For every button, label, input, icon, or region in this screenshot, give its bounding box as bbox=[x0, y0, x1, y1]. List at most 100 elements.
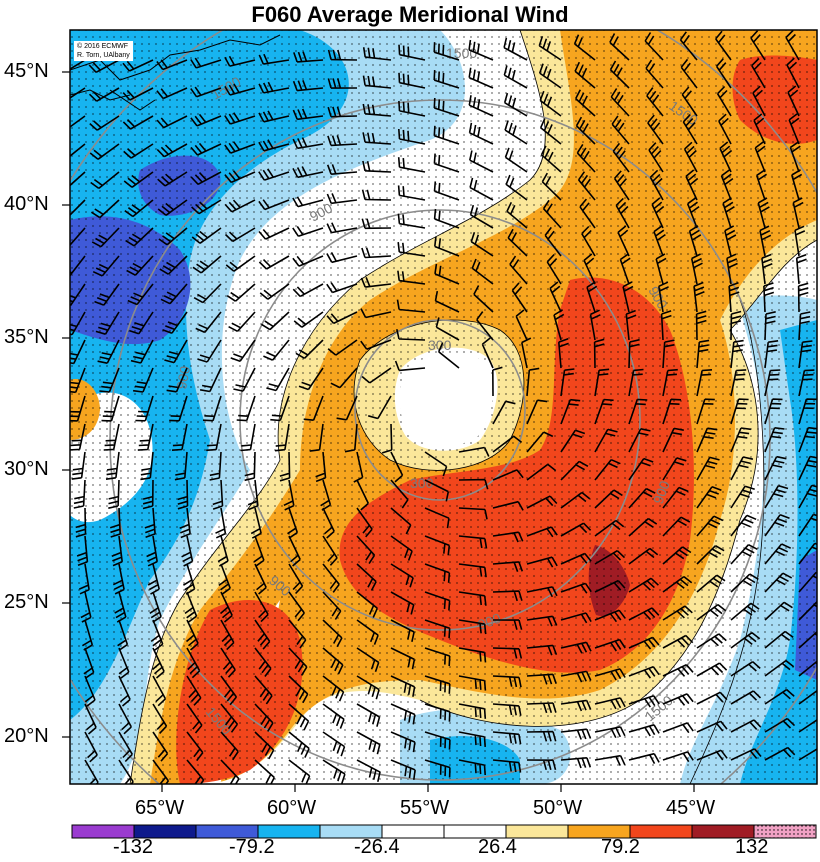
wind-barb bbox=[560, 460, 589, 481]
wind-barb bbox=[70, 115, 86, 128]
wind-barb bbox=[613, 170, 630, 201]
wind-barb bbox=[560, 398, 581, 425]
white-unstippled-eye bbox=[399, 352, 494, 447]
wind-barb bbox=[190, 113, 222, 127]
wind-barb bbox=[390, 591, 415, 615]
wind-barb bbox=[259, 283, 290, 300]
wind-barb bbox=[458, 563, 487, 578]
wind-barb bbox=[433, 97, 460, 117]
wind-barb bbox=[757, 197, 770, 229]
wind-barb bbox=[295, 339, 324, 359]
wind-barb bbox=[469, 204, 494, 229]
wind-barb bbox=[730, 543, 758, 565]
wind-barb bbox=[109, 507, 121, 538]
wind-barb bbox=[761, 253, 773, 285]
wind-barb bbox=[99, 367, 120, 393]
wind-barb bbox=[696, 486, 722, 509]
wind-barb bbox=[322, 535, 338, 566]
wind-barb bbox=[628, 724, 660, 737]
wind-barb bbox=[724, 225, 737, 257]
wind-barb bbox=[326, 193, 358, 205]
wind-barb bbox=[390, 675, 416, 697]
wind-barb bbox=[759, 225, 772, 257]
wind-barb bbox=[730, 369, 747, 397]
wind-barb bbox=[157, 171, 188, 187]
contour-label: 900 bbox=[650, 478, 673, 506]
wind-barb bbox=[195, 311, 222, 334]
wind-barb bbox=[476, 311, 494, 341]
wind-barb bbox=[258, 110, 290, 123]
wind-barb bbox=[292, 80, 324, 92]
wind-barb bbox=[647, 114, 664, 145]
wind-barb bbox=[492, 731, 522, 745]
wind-barb bbox=[722, 197, 735, 229]
wind-barb bbox=[80, 591, 92, 623]
wind-barb bbox=[696, 515, 724, 537]
wind-barb bbox=[574, 89, 596, 117]
wind-barb bbox=[254, 563, 267, 595]
wind-barb bbox=[228, 311, 256, 333]
wind-barb bbox=[546, 254, 562, 285]
wind-barb bbox=[558, 337, 569, 369]
wind-barb bbox=[190, 171, 222, 186]
lon-label: 50°W bbox=[533, 797, 583, 819]
wind-barb bbox=[662, 427, 684, 453]
wind-barb bbox=[730, 310, 742, 341]
wind-barb bbox=[288, 731, 310, 758]
wind-barb bbox=[326, 282, 358, 294]
wind-barb bbox=[720, 169, 734, 201]
wind-barb bbox=[574, 61, 596, 89]
wind-barb bbox=[492, 500, 524, 511]
wind-barb bbox=[628, 577, 659, 593]
wind-barb bbox=[303, 395, 324, 421]
lat-label: 45°N bbox=[4, 60, 49, 82]
wind-barb bbox=[628, 457, 654, 481]
wind-barb bbox=[469, 150, 494, 173]
wind-barb bbox=[219, 591, 233, 623]
wind-barb bbox=[798, 311, 811, 341]
wind-barb bbox=[360, 339, 392, 350]
wind-barb bbox=[764, 340, 779, 369]
wind-barb bbox=[681, 86, 698, 117]
wind-barb bbox=[787, 85, 800, 117]
wind-barb bbox=[293, 51, 324, 63]
wind-barb bbox=[788, 113, 800, 145]
wind-barb bbox=[696, 398, 715, 425]
wind-barb bbox=[326, 252, 358, 264]
wind-barb bbox=[504, 120, 528, 145]
wind-barb bbox=[356, 507, 373, 538]
wind-barb bbox=[521, 337, 532, 369]
wind-barb bbox=[798, 748, 817, 761]
axis-ticks bbox=[62, 71, 695, 792]
wind-barb bbox=[344, 423, 358, 453]
wind-barb bbox=[786, 57, 800, 89]
wind-barb bbox=[292, 283, 324, 298]
wind-barb bbox=[573, 34, 596, 61]
wind-barb bbox=[617, 225, 630, 257]
wind-barb bbox=[89, 115, 120, 131]
colorbar-label: 132 bbox=[735, 836, 769, 858]
wind-barb bbox=[209, 451, 222, 481]
wind-barb bbox=[526, 673, 557, 685]
wind-barb bbox=[693, 281, 705, 313]
wind-barb bbox=[254, 591, 269, 623]
wind-barb bbox=[397, 185, 426, 201]
wind-barb bbox=[190, 57, 222, 69]
wind-barb bbox=[658, 281, 669, 313]
wind-barb bbox=[683, 141, 698, 173]
wind-barb bbox=[798, 718, 817, 733]
wind-barb bbox=[356, 647, 380, 673]
wind-barb bbox=[190, 86, 222, 98]
wind-barb bbox=[471, 258, 494, 285]
wind-barb bbox=[212, 479, 224, 510]
wind-barb bbox=[433, 153, 460, 173]
wind-barb bbox=[764, 572, 793, 593]
wind-barb bbox=[764, 688, 795, 705]
wind-barb bbox=[560, 552, 592, 565]
wind-barb bbox=[628, 398, 648, 425]
wind-barb bbox=[254, 731, 275, 760]
wind-barb bbox=[434, 263, 460, 285]
wind-barb bbox=[326, 222, 358, 234]
wind-barb bbox=[274, 423, 290, 452]
wind-barb bbox=[730, 631, 761, 649]
